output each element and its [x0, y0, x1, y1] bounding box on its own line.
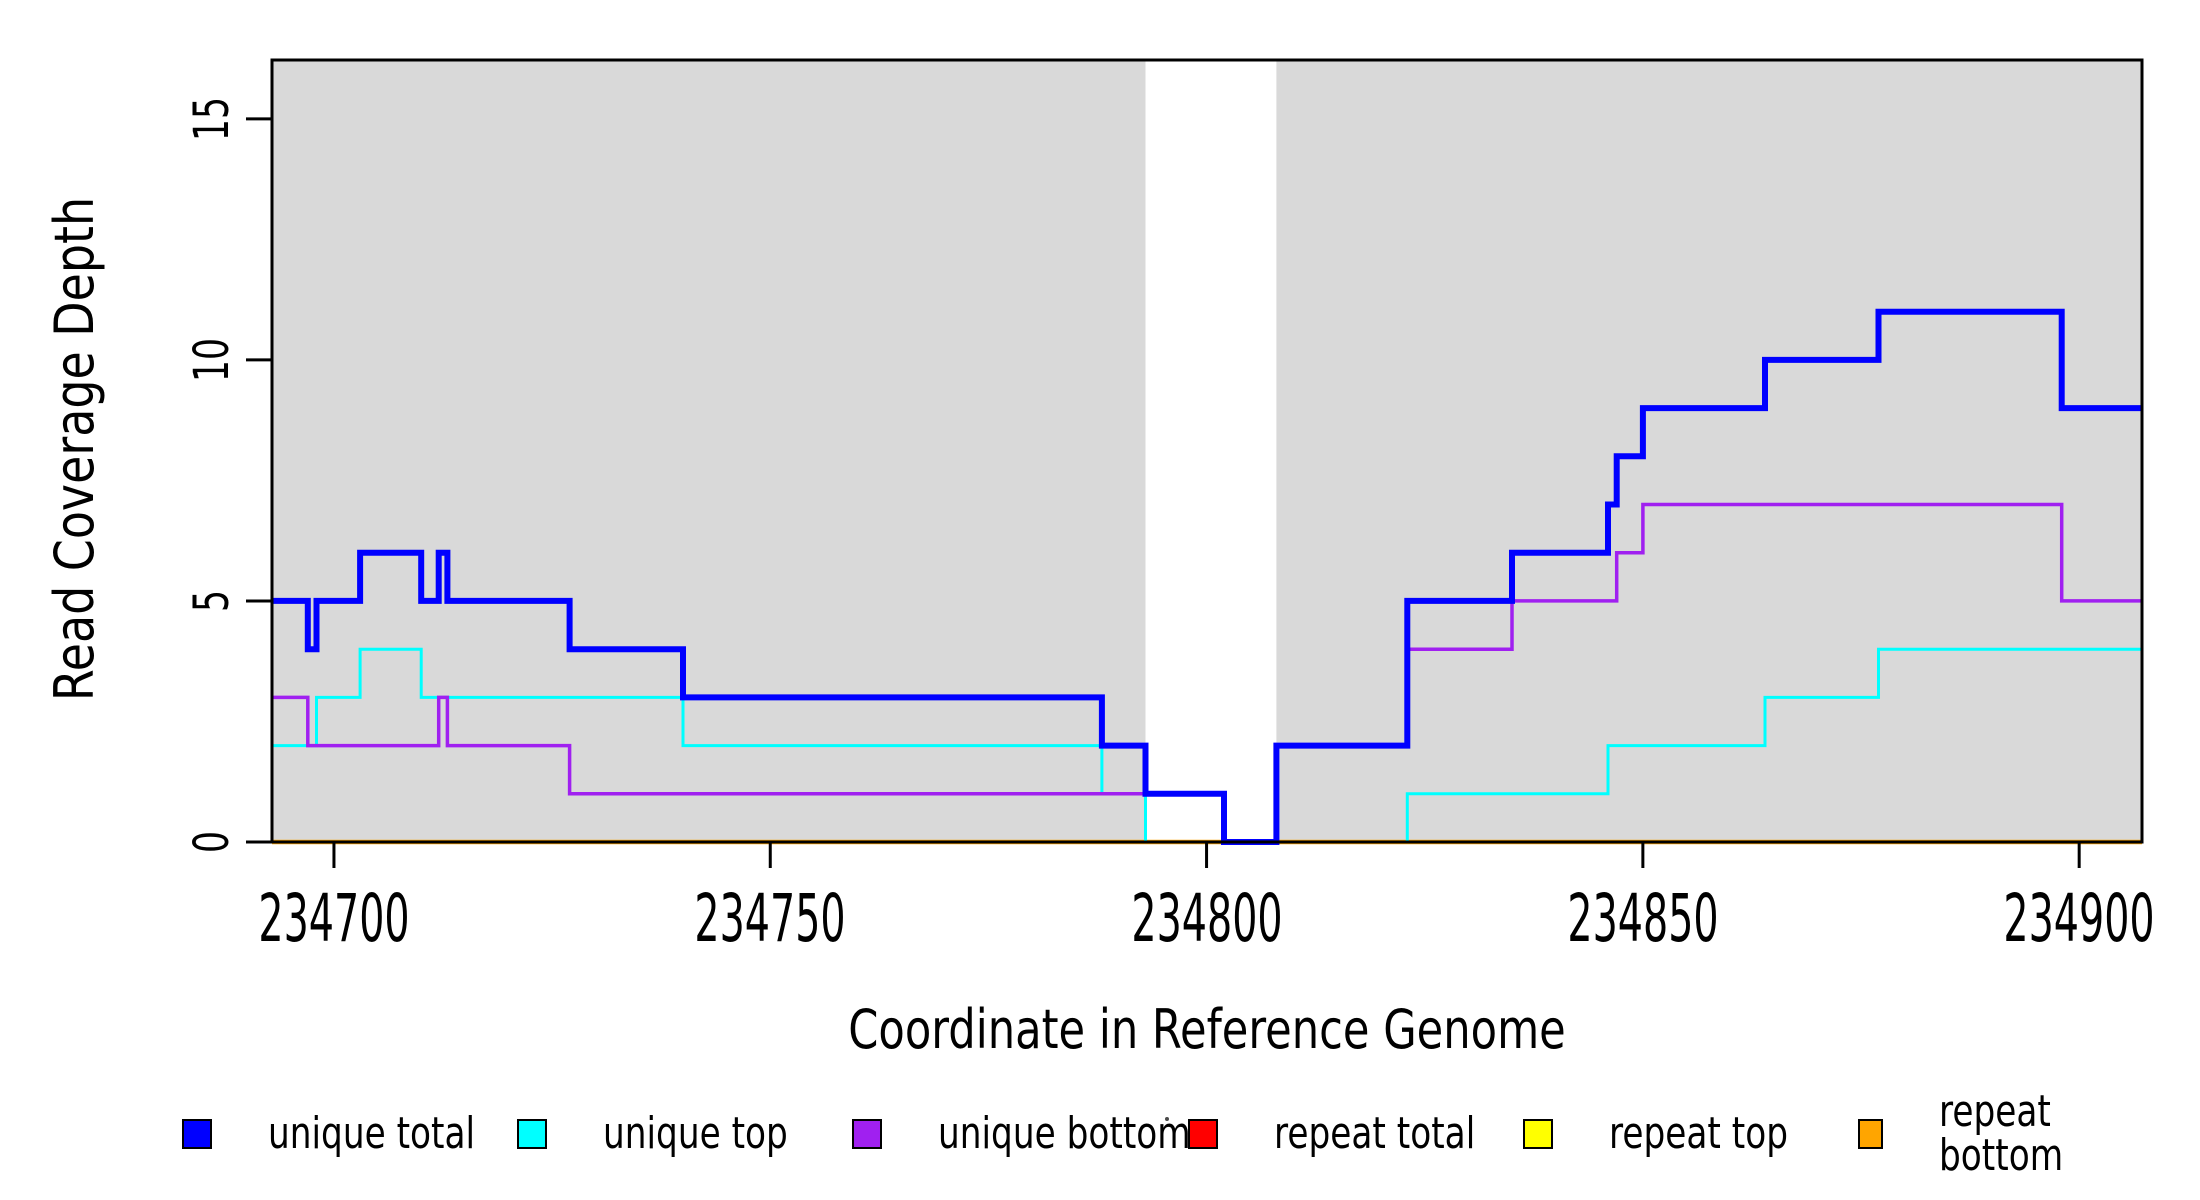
legend-item-repeat-total: repeat total: [1188, 1112, 1532, 1156]
legend-label: unique bottom: [938, 1108, 1191, 1159]
legend-swatch-repeat-top: [1523, 1119, 1553, 1149]
y-tick-label: 10: [184, 338, 240, 382]
y-axis-title: Read Coverage Depth: [43, 196, 106, 702]
y-tick-label: 0: [184, 831, 240, 853]
legend-label: unique total: [268, 1108, 476, 1159]
legend-item-unique-top: unique top: [517, 1112, 840, 1156]
legend-label: repeat bottom: [1939, 1086, 2064, 1181]
y-tick-label: 5: [184, 590, 240, 612]
legend-swatch-repeat-bottom: [1858, 1119, 1884, 1149]
x-axis-title: Coordinate in Reference Genome: [848, 998, 1566, 1061]
legend-swatch-unique-bottom: [852, 1119, 882, 1149]
x-tick-label: 234750: [694, 880, 846, 957]
legend-item-unique-bottom: unique bottom: [852, 1112, 1262, 1156]
stray-mark-artifact: [1165, 1117, 1169, 1121]
x-tick-label: 234900: [2003, 880, 2155, 957]
no-data-region: [1145, 60, 1277, 842]
legend-item-repeat-top: repeat top: [1523, 1112, 1839, 1156]
legend-swatch-repeat-total: [1188, 1119, 1218, 1149]
series-unique-total: [272, 308, 2142, 845]
legend-label: repeat total: [1274, 1108, 1476, 1159]
legend-label: unique top: [603, 1108, 788, 1159]
y-tick-label: 15: [184, 97, 240, 141]
x-tick-label: 234850: [1567, 880, 1719, 957]
legend-item-unique-total: unique total: [182, 1112, 533, 1156]
legend-label: repeat top: [1609, 1108, 1789, 1159]
legend-swatch-unique-total: [182, 1119, 212, 1149]
x-tick-label: 234700: [258, 880, 410, 957]
x-tick-label: 234800: [1131, 880, 1283, 957]
legend-swatch-unique-top: [517, 1119, 547, 1149]
legend-item-repeat-bottom: repeat bottom: [1858, 1090, 2200, 1178]
